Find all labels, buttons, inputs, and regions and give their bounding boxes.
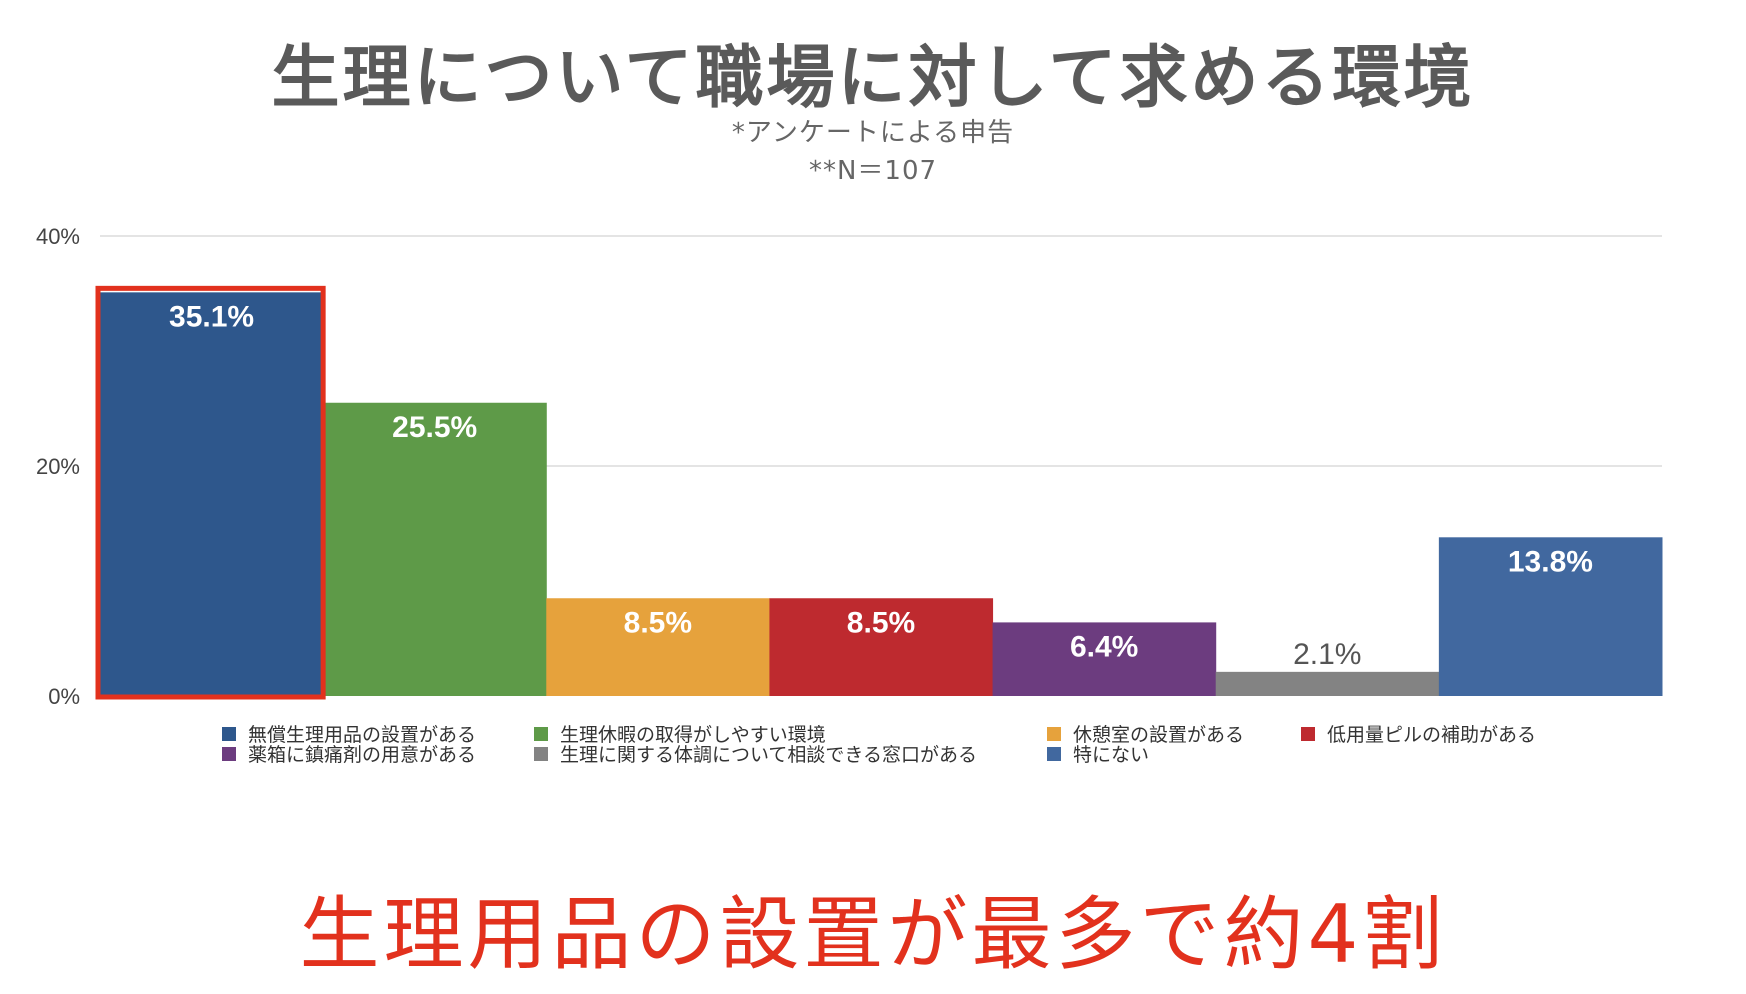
legend-item: 特にない [1047, 740, 1149, 767]
bar-4 [769, 598, 994, 696]
legend-label: 生理休暇の取得がしやすい環境 [560, 724, 826, 746]
legend-swatch [534, 746, 548, 761]
data-label: 8.5% [847, 606, 915, 639]
legend-item: 低用量ピルの補助がある [1301, 720, 1536, 747]
bar-1 [100, 292, 324, 696]
legend-label: 休憩室の設置がある [1073, 724, 1245, 746]
data-label: 25.5% [392, 411, 477, 444]
data-label: 35.1% [169, 300, 254, 333]
legend-swatch [222, 726, 236, 741]
chart-title: 生理について職場に対して求める環境 [271, 39, 1475, 118]
bar-2 [323, 402, 547, 696]
bar-6 [1215, 671, 1440, 696]
legend-item: 休憩室の設置がある [1047, 720, 1244, 747]
legend-swatch [1047, 746, 1061, 761]
y-tick-label: 40% [36, 224, 80, 249]
legend-item: 生理休暇の取得がしやすい環境 [534, 720, 826, 747]
highlight-box [95, 285, 326, 700]
legend-item: 薬箱に鎮痛剤の用意がある [222, 740, 476, 767]
legend-label: 無償生理用品の設置がある [248, 724, 477, 746]
bar-7 [1438, 537, 1663, 696]
legend-label: 低用量ピルの補助がある [1327, 724, 1537, 746]
chart-legend: 無償生理用品の設置がある 生理休暇の取得がしやすい環境 休憩室の設置がある 低用量ピル… [0, 720, 1746, 770]
legend-swatch [222, 746, 236, 761]
chart-subtitle-survey-note: *アンケートによる申告 [731, 118, 1015, 148]
legend-swatch [534, 726, 548, 741]
legend-item: 無償生理用品の設置がある [222, 720, 476, 747]
data-label: 8.5% [624, 606, 692, 639]
legend-swatch [1301, 726, 1315, 741]
y-tick-label: 20% [36, 454, 80, 479]
bar-3 [546, 598, 770, 696]
legend-label: 薬箱に鎮痛剤の用意がある [248, 744, 477, 766]
bar-5 [992, 622, 1217, 696]
legend-swatch [1047, 726, 1061, 741]
legend-item: 生理に関する体調について相談できる窓口がある [534, 740, 977, 767]
y-tick-label: 0% [48, 684, 80, 709]
data-label: 13.8% [1508, 545, 1593, 578]
conclusion-text: 生理用品の設置が最多で約4割 [299, 888, 1447, 981]
data-label: 6.4% [1070, 630, 1138, 663]
chart-subtitle-sample-size: **N＝107 [808, 156, 938, 186]
legend-label: 生理に関する体調について相談できる窓口がある [560, 744, 978, 766]
data-label: 2.1% [1293, 638, 1361, 671]
legend-label: 特にない [1073, 744, 1150, 766]
